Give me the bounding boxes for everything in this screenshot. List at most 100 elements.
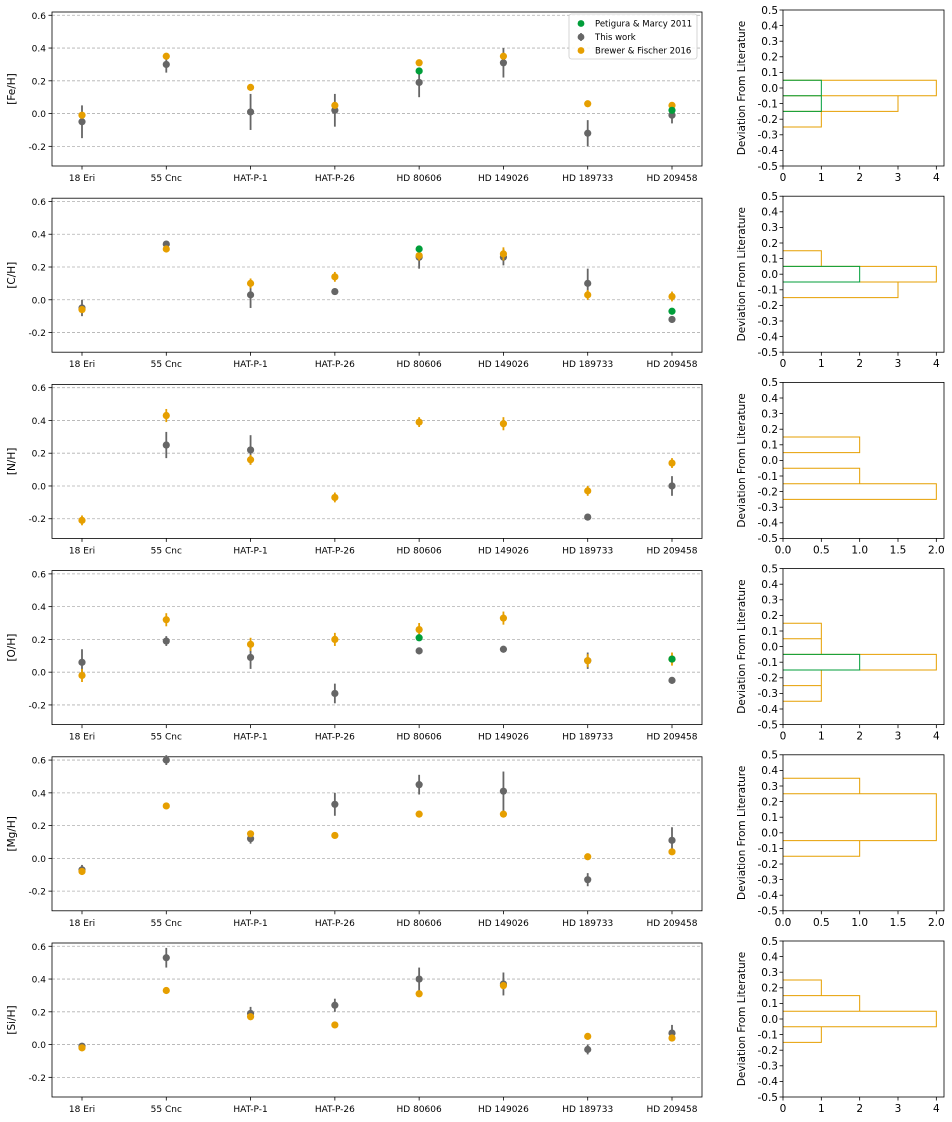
- hist-x-tick-label: 3: [895, 731, 902, 743]
- x-tick-label: HD 80606: [397, 733, 442, 743]
- y-tick-label: -0.2: [28, 143, 46, 153]
- x-tick-label: HD 80606: [397, 360, 442, 370]
- hist-y-tick-label: 0.1: [761, 67, 778, 79]
- this-work-point: [246, 653, 255, 662]
- hist-x-tick-label: 2.0: [928, 917, 945, 929]
- x-tick-label: HAT-P-26: [315, 733, 355, 743]
- x-tick-label: HD 189733: [562, 174, 613, 184]
- deviation-histogram-0: -0.5 -0.4 -0.3 -0.2 -0.1 0.0 0.1 0.2 0.3 0.4 0.5 0 1…: [736, 5, 945, 184]
- petigura-point: [415, 245, 423, 253]
- x-tick-label: HAT-P-1: [233, 733, 267, 743]
- x-tick-label: HD 80606: [397, 919, 442, 929]
- hist-y-tick-label: -0.1: [758, 657, 779, 669]
- hist-y-tick-label: -0.4: [758, 331, 779, 343]
- brewer-point: [78, 306, 86, 314]
- this-work-point: [668, 836, 676, 844]
- hist-y-tick-label: 0.2: [761, 796, 778, 808]
- hist-y-tick-label: 0.4: [761, 579, 778, 591]
- hist-y-tick-label: 0.5: [761, 936, 778, 948]
- hist-y-tick-label: -0.5: [758, 533, 779, 545]
- y-tick-label: 0.2: [32, 264, 46, 274]
- brewer-point: [246, 83, 255, 91]
- y-tick-label: 0.4: [32, 789, 47, 799]
- hist-y-tick-label: 0.3: [761, 595, 778, 607]
- y-tick-label: 0.0: [32, 1041, 47, 1051]
- x-tick-label: HD 80606: [397, 546, 442, 556]
- hist-x-tick-label: 3: [895, 1103, 902, 1115]
- brewer-point: [162, 802, 170, 810]
- x-tick-label: 55 Cnc: [151, 546, 182, 556]
- abundance-panel-2: -0.2 0.0 0.2 0.4 0.6 18 Eri 55 Cnc HAT-P-1 HAT-P…: [6, 383, 703, 556]
- brewer-point: [331, 273, 339, 281]
- brewer-point: [162, 52, 170, 60]
- brewer-point: [499, 420, 508, 428]
- hist-y-tick-label: 0.0: [761, 269, 778, 281]
- this-work-point: [584, 279, 592, 287]
- scatter-y-label: [C/H]: [6, 262, 18, 289]
- this-work-point: [331, 689, 339, 698]
- brewer-point: [162, 986, 170, 995]
- hist-y-tick-label: -0.4: [758, 704, 779, 716]
- brewer-point: [331, 101, 339, 109]
- brewer-point: [246, 830, 255, 838]
- this-work-point: [499, 787, 508, 795]
- y-tick-label: -0.2: [28, 1074, 46, 1084]
- brewer-point: [415, 418, 423, 426]
- brewer-point: [246, 456, 255, 464]
- this-work-point: [162, 756, 170, 764]
- hist-y-label: Deviation From Literature: [736, 952, 748, 1086]
- hist-y-tick-label: 0.5: [761, 377, 778, 389]
- hist-x-tick-label: 1: [818, 172, 825, 184]
- hist-y-tick-label: -0.4: [758, 145, 779, 157]
- hist-y-label: Deviation From Literature: [736, 207, 748, 341]
- hist-y-tick-label: 0.2: [761, 610, 778, 622]
- this-work-point: [162, 954, 170, 962]
- hist-y-tick-label: -0.2: [758, 859, 779, 871]
- hist-x-tick-label: 2: [856, 358, 863, 370]
- x-tick-label: HD 189733: [562, 919, 613, 929]
- hist-x-tick-label: 1.0: [851, 917, 868, 929]
- legend-marker: [577, 33, 585, 41]
- y-tick-label: 0.4: [32, 603, 47, 613]
- hist-y-tick-label: 0.5: [761, 5, 778, 17]
- this-work-point: [246, 291, 255, 299]
- y-tick-label: 0.6: [32, 384, 47, 394]
- scatter-y-label: [Si/H]: [6, 1005, 18, 1034]
- hist-x-tick-label: 1: [818, 358, 825, 370]
- hist-y-tick-label: 0.5: [761, 191, 778, 203]
- hist-x-tick-label: 2: [856, 731, 863, 743]
- this-work-point: [584, 513, 592, 521]
- hist-y-tick-label: 0.1: [761, 253, 778, 265]
- y-tick-label: -0.2: [28, 701, 46, 711]
- deviation-histogram-2: -0.5 -0.4 -0.3 -0.2 -0.1 0.0 0.1 0.2 0.3 0.4 0.5 0.…: [736, 377, 945, 556]
- legend-frame: [568, 13, 698, 60]
- hist-y-tick-label: -0.4: [758, 518, 779, 530]
- x-tick-label: HD 80606: [397, 1105, 442, 1115]
- x-tick-label: HD 80606: [397, 174, 442, 184]
- hist-y-tick-label: 0.2: [761, 424, 778, 436]
- brewer-point: [415, 251, 423, 260]
- histogram-axes-frame: [782, 195, 945, 353]
- scatter-y-label: [N/H]: [6, 448, 18, 475]
- x-tick-label: HAT-P-1: [233, 546, 267, 556]
- hist-x-tick-label: 0.5: [813, 544, 830, 556]
- petigura-histogram-bars: [783, 653, 861, 671]
- hist-x-tick-label: 4: [933, 1103, 940, 1115]
- brewer-histogram-bars: [783, 436, 937, 500]
- x-tick-label: 55 Cnc: [151, 360, 182, 370]
- hist-y-tick-label: 0.0: [761, 83, 778, 95]
- hist-y-tick-label: 0.4: [761, 393, 778, 405]
- hist-y-label: Deviation From Literature: [736, 393, 748, 527]
- x-tick-label: 55 Cnc: [151, 174, 182, 184]
- hist-y-tick-label: -0.3: [758, 316, 779, 328]
- y-tick-label: 0.6: [32, 198, 47, 208]
- x-tick-label: HD 209458: [647, 919, 698, 929]
- hist-x-tick-label: 1: [818, 1103, 825, 1115]
- hist-y-tick-label: 0.4: [761, 951, 778, 963]
- hist-y-tick-label: -0.1: [758, 98, 779, 110]
- hist-y-tick-label: 0.2: [761, 52, 778, 64]
- hist-x-tick-label: 0: [780, 1103, 787, 1115]
- brewer-point: [499, 981, 508, 990]
- x-tick-label: HD 209458: [647, 174, 698, 184]
- y-tick-label: 0.6: [32, 757, 47, 767]
